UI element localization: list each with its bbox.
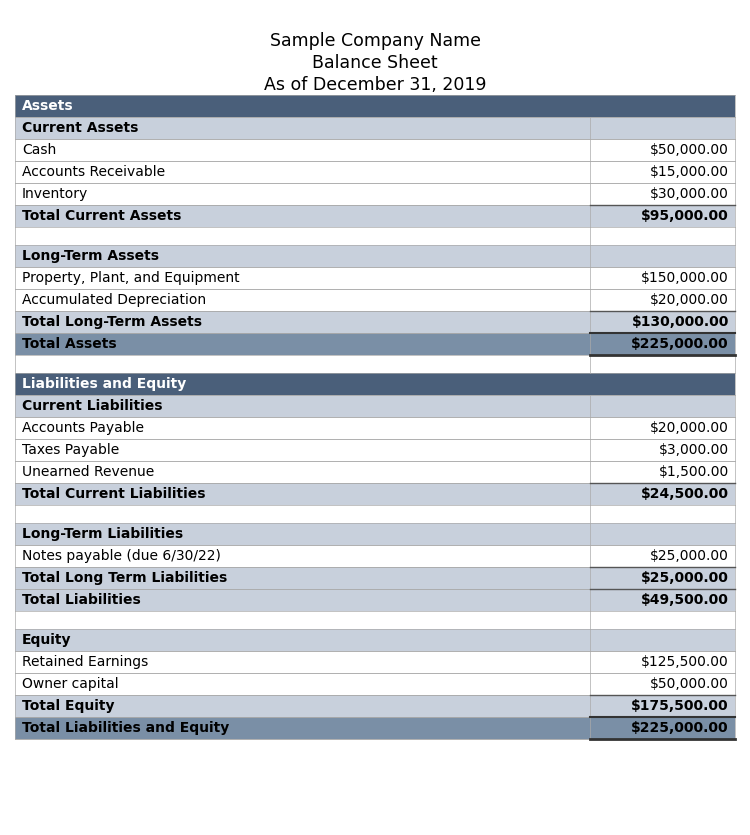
Bar	[15, 629, 735, 651]
Text: Balance Sheet: Balance Sheet	[312, 54, 438, 72]
Bar	[15, 673, 735, 695]
Text: $49,500.00: $49,500.00	[641, 593, 729, 607]
Text: $150,000.00: $150,000.00	[641, 271, 729, 285]
Text: $130,000.00: $130,000.00	[632, 315, 729, 329]
Text: Cash: Cash	[22, 143, 56, 157]
Text: $225,000.00: $225,000.00	[632, 337, 729, 351]
Text: Property, Plant, and Equipment: Property, Plant, and Equipment	[22, 271, 240, 285]
Bar	[15, 355, 735, 373]
Text: $50,000.00: $50,000.00	[650, 143, 729, 157]
Text: Taxes Payable: Taxes Payable	[22, 443, 119, 457]
Text: Total Long Term Liabilities: Total Long Term Liabilities	[22, 571, 227, 585]
Bar	[15, 311, 735, 333]
Bar	[15, 717, 735, 739]
Bar	[15, 505, 735, 523]
Bar	[15, 417, 735, 439]
Text: Total Current Liabilities: Total Current Liabilities	[22, 487, 206, 501]
Text: Total Current Assets: Total Current Assets	[22, 209, 182, 223]
Text: As of December 31, 2019: As of December 31, 2019	[264, 76, 486, 94]
Text: Sample Company Name: Sample Company Name	[269, 32, 481, 50]
Text: $25,000.00: $25,000.00	[650, 549, 729, 563]
Text: $15,000.00: $15,000.00	[650, 165, 729, 179]
Text: Owner capital: Owner capital	[22, 677, 118, 691]
Bar	[15, 695, 735, 717]
Bar	[15, 439, 735, 461]
Text: Retained Earnings: Retained Earnings	[22, 655, 148, 669]
Bar	[15, 245, 735, 267]
Text: $225,000.00: $225,000.00	[632, 721, 729, 735]
Text: Long-Term Liabilities: Long-Term Liabilities	[22, 527, 183, 541]
Text: Current Assets: Current Assets	[22, 121, 138, 135]
Text: Accounts Payable: Accounts Payable	[22, 421, 144, 435]
Text: Accumulated Depreciation: Accumulated Depreciation	[22, 293, 206, 307]
Bar	[15, 651, 735, 673]
Text: $95,000.00: $95,000.00	[641, 209, 729, 223]
Text: Total Liabilities: Total Liabilities	[22, 593, 141, 607]
Bar	[15, 289, 735, 311]
Bar	[15, 373, 735, 395]
Text: Total Liabilities and Equity: Total Liabilities and Equity	[22, 721, 229, 735]
Text: Equity: Equity	[22, 633, 71, 647]
Text: Notes payable (due 6/30/22): Notes payable (due 6/30/22)	[22, 549, 220, 563]
Text: Total Assets: Total Assets	[22, 337, 117, 351]
Bar	[15, 589, 735, 611]
Text: $25,000.00: $25,000.00	[641, 571, 729, 585]
Bar	[15, 161, 735, 183]
Bar	[15, 117, 735, 139]
Text: $30,000.00: $30,000.00	[650, 187, 729, 201]
Text: Accounts Receivable: Accounts Receivable	[22, 165, 165, 179]
Text: $50,000.00: $50,000.00	[650, 677, 729, 691]
Text: Liabilities and Equity: Liabilities and Equity	[22, 377, 186, 391]
Bar	[15, 567, 735, 589]
Text: $20,000.00: $20,000.00	[650, 293, 729, 307]
Text: Unearned Revenue: Unearned Revenue	[22, 465, 154, 479]
Bar	[15, 267, 735, 289]
Bar	[15, 333, 735, 355]
Bar	[15, 483, 735, 505]
Bar	[15, 205, 735, 227]
Text: $20,000.00: $20,000.00	[650, 421, 729, 435]
Text: Long-Term Assets: Long-Term Assets	[22, 249, 159, 263]
Text: $24,500.00: $24,500.00	[641, 487, 729, 501]
Text: $1,500.00: $1,500.00	[658, 465, 729, 479]
Text: $125,500.00: $125,500.00	[641, 655, 729, 669]
Bar	[15, 523, 735, 545]
Bar	[15, 227, 735, 245]
Text: Total Long-Term Assets: Total Long-Term Assets	[22, 315, 202, 329]
Text: Total Equity: Total Equity	[22, 699, 115, 713]
Bar	[15, 183, 735, 205]
Bar	[15, 461, 735, 483]
Bar	[15, 95, 735, 117]
Text: Current Liabilities: Current Liabilities	[22, 399, 163, 413]
Text: Assets: Assets	[22, 99, 74, 113]
Bar	[15, 139, 735, 161]
Text: $175,500.00: $175,500.00	[632, 699, 729, 713]
Bar	[15, 545, 735, 567]
Text: $3,000.00: $3,000.00	[658, 443, 729, 457]
Bar	[15, 611, 735, 629]
Text: Inventory: Inventory	[22, 187, 88, 201]
Bar	[15, 395, 735, 417]
